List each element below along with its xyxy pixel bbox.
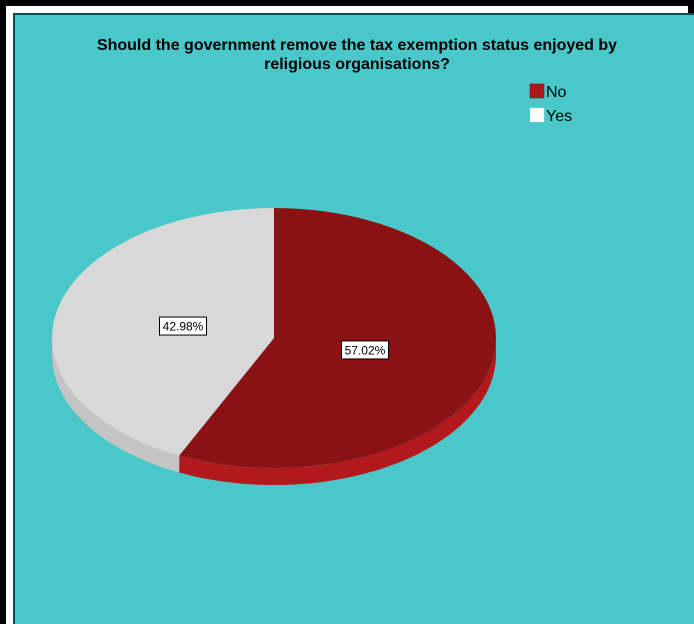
pie-group: 57.02% 42.98%	[52, 208, 496, 485]
legend-swatch-yes	[529, 107, 545, 123]
data-label-no-box	[340, 340, 389, 360]
legend-label-yes: Yes	[546, 108, 572, 125]
legend-swatch-no	[529, 83, 545, 99]
pie-side-yes	[52, 338, 180, 473]
chart-title-line-2: religious organisations?	[264, 56, 450, 73]
legend: No Yes	[529, 83, 572, 125]
chart-title-line-1: Should the government remove the tax exe…	[97, 37, 617, 54]
legend-label-no: No	[546, 84, 567, 101]
pie-slice-no	[179, 208, 496, 469]
data-label-no: 57.02%	[345, 343, 386, 357]
data-label-yes: 42.98%	[163, 320, 204, 334]
pie-side-no	[179, 338, 496, 485]
data-label-yes-box	[159, 316, 208, 336]
